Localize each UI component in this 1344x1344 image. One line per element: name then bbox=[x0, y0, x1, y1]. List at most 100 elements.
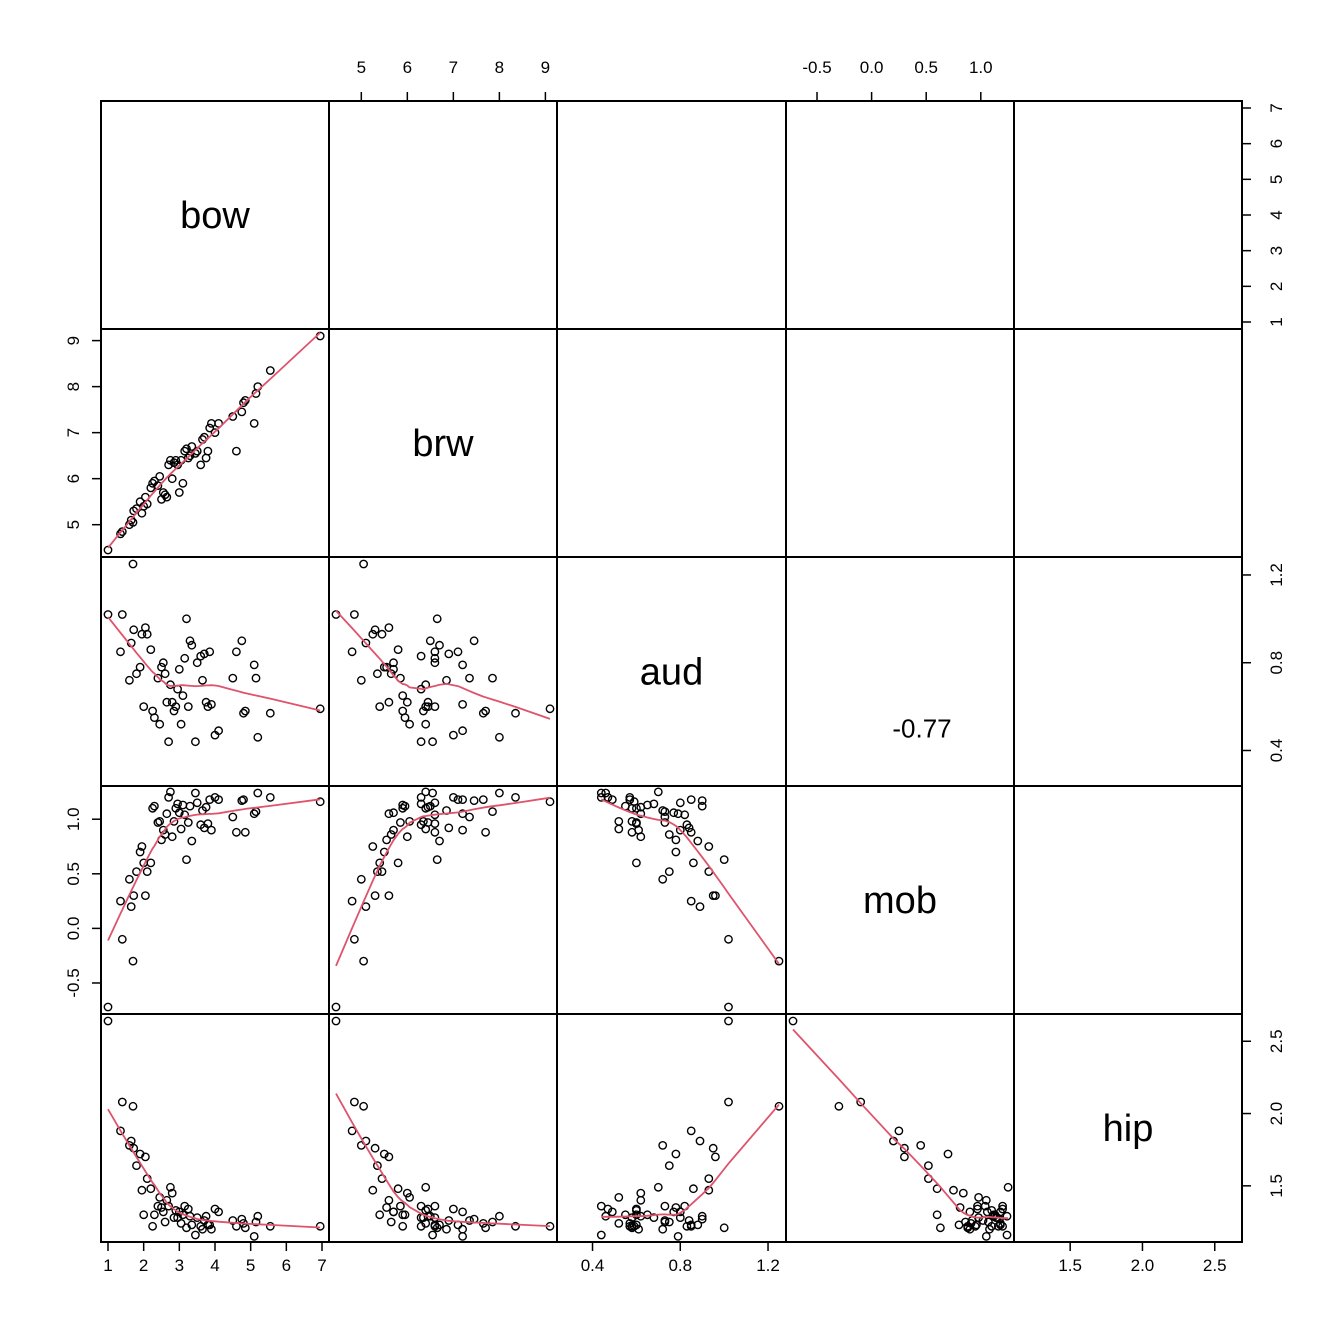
point-aud-brw bbox=[545, 704, 555, 714]
point-mob-aud bbox=[686, 795, 696, 804]
point-hip-brw bbox=[384, 1195, 394, 1205]
point-mob-aud bbox=[724, 1002, 733, 1012]
point-aud-bow bbox=[240, 706, 250, 716]
point-hip-brw bbox=[458, 1232, 467, 1241]
panel-bow-aud bbox=[556, 100, 787, 330]
point-hip-bow bbox=[165, 1182, 175, 1192]
point-mob-brw bbox=[393, 858, 403, 868]
point-hip-mob bbox=[943, 1149, 953, 1159]
y-tick-label-brw: 6 bbox=[64, 474, 83, 483]
point-mob-bow bbox=[135, 847, 145, 857]
point-mob-brw bbox=[398, 803, 408, 813]
point-aud-bow bbox=[164, 737, 174, 747]
point-aud-brw bbox=[430, 653, 440, 663]
point-brw-bow bbox=[160, 490, 170, 500]
point-aud-bow bbox=[128, 559, 138, 569]
point-hip-aud bbox=[614, 1193, 624, 1202]
panel-frames bbox=[100, 100, 1243, 1243]
point-aud-brw bbox=[386, 669, 396, 679]
point-hip-bow bbox=[249, 1232, 259, 1241]
variable-label-hip: hip bbox=[1103, 1108, 1154, 1150]
point-hip-aud bbox=[704, 1174, 714, 1184]
point-mob-brw bbox=[356, 874, 366, 884]
point-aud-brw bbox=[430, 702, 440, 711]
point-mob-brw bbox=[430, 827, 440, 837]
point-hip-aud bbox=[629, 1221, 639, 1231]
point-aud-brw bbox=[448, 730, 458, 740]
y-tick-label-mob: 0.0 bbox=[64, 917, 83, 941]
point-brw-bow bbox=[174, 488, 184, 497]
point-hip-aud bbox=[708, 1143, 718, 1153]
point-mob-aud bbox=[689, 858, 698, 868]
point-hip-brw bbox=[398, 1210, 408, 1220]
point-hip-brw bbox=[465, 1216, 474, 1225]
point-aud-bow bbox=[124, 675, 134, 685]
point-aud-bow bbox=[158, 658, 168, 668]
point-hip-aud bbox=[625, 1221, 635, 1231]
point-hip-aud bbox=[636, 1195, 646, 1205]
point-brw-bow bbox=[178, 478, 188, 488]
point-mob-brw bbox=[428, 788, 437, 798]
point-aud-bow bbox=[135, 662, 145, 672]
point-mob-aud bbox=[711, 891, 720, 900]
point-hip-aud bbox=[627, 1213, 637, 1223]
point-hip-mob bbox=[900, 1152, 909, 1162]
point-mob-aud bbox=[614, 817, 624, 826]
point-brw-bow bbox=[240, 395, 250, 405]
point-mob-bow bbox=[265, 793, 275, 802]
point-hip-brw bbox=[448, 1204, 458, 1214]
point-aud-bow bbox=[146, 645, 156, 654]
point-hip-bow bbox=[265, 1221, 275, 1231]
y-tick-label-brw: 8 bbox=[64, 382, 83, 391]
y-tick-label-mob: 1.0 bbox=[64, 807, 83, 831]
point-mob-aud bbox=[719, 855, 729, 864]
point-aud-bow bbox=[171, 702, 181, 711]
point-mob-bow bbox=[117, 934, 127, 944]
panel-mob-bow bbox=[100, 785, 330, 1015]
point-mob-aud bbox=[686, 827, 696, 837]
point-aud-bow bbox=[180, 653, 190, 663]
point-mob-bow bbox=[129, 891, 139, 900]
point-hip-aud bbox=[695, 1136, 705, 1146]
point-mob-aud bbox=[697, 801, 707, 811]
point-aud-bow bbox=[192, 658, 202, 668]
point-aud-brw bbox=[481, 706, 490, 716]
point-hip-aud bbox=[719, 1223, 729, 1233]
point-brw-bow bbox=[153, 481, 163, 490]
point-aud-brw bbox=[425, 636, 435, 646]
point-hip-bow bbox=[148, 1221, 158, 1231]
point-mob-aud bbox=[675, 798, 685, 808]
point-aud-bow bbox=[129, 625, 139, 635]
point-mob-brw bbox=[478, 795, 488, 804]
point-hip-aud bbox=[724, 1097, 733, 1107]
x-tick-label-mob: 0.5 bbox=[914, 58, 938, 77]
x-tick-label-brw: 8 bbox=[495, 58, 504, 77]
point-aud-brw bbox=[393, 645, 403, 654]
point-mob-brw bbox=[432, 855, 442, 864]
point-mob-brw bbox=[331, 1002, 341, 1012]
x-tick-label-aud: 0.8 bbox=[668, 1256, 692, 1275]
point-hip-aud bbox=[664, 1217, 674, 1227]
point-hip-brw bbox=[382, 1203, 391, 1212]
point-mob-brw bbox=[384, 891, 394, 900]
point-brw-bow bbox=[203, 446, 213, 456]
point-hip-mob bbox=[1003, 1182, 1013, 1192]
point-mob-brw bbox=[458, 795, 467, 804]
point-hip-brw bbox=[370, 1143, 380, 1153]
point-hip-aud bbox=[682, 1221, 692, 1231]
point-mob-bow bbox=[169, 817, 179, 826]
point-aud-brw bbox=[423, 697, 433, 707]
point-aud-brw bbox=[398, 691, 408, 700]
point-mob-bow bbox=[155, 817, 165, 826]
point-aud-bow bbox=[205, 647, 215, 657]
x-tick-label-bow: 4 bbox=[210, 1256, 219, 1275]
point-brw-bow bbox=[148, 478, 158, 488]
point-hip-bow bbox=[190, 1230, 200, 1240]
point-aud-brw bbox=[370, 625, 380, 635]
point-hip-brw bbox=[458, 1207, 467, 1217]
point-aud-bow bbox=[155, 719, 165, 729]
point-mob-aud bbox=[664, 867, 674, 876]
point-mob-bow bbox=[173, 799, 183, 809]
point-mob-bow bbox=[162, 809, 172, 819]
point-mob-aud bbox=[636, 802, 646, 812]
